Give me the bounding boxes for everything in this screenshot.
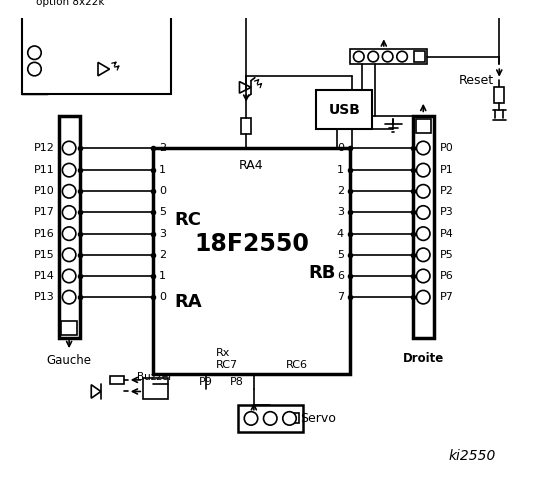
Text: 7: 7 [337,292,344,302]
Text: P14: P14 [34,271,55,281]
Text: option 8x22k: option 8x22k [36,0,105,7]
Text: P1: P1 [440,165,453,175]
Circle shape [416,141,430,155]
Text: 5: 5 [337,250,344,260]
Text: 1: 1 [159,271,166,281]
Text: USB: USB [328,103,361,117]
Circle shape [416,227,430,240]
Text: 0: 0 [159,292,166,302]
Circle shape [368,51,378,62]
Text: 1: 1 [159,165,166,175]
Circle shape [62,290,76,304]
Text: 2: 2 [337,186,344,196]
Text: Rx: Rx [215,348,229,358]
Circle shape [416,248,430,262]
Circle shape [264,412,277,425]
Text: Droite: Droite [403,352,444,365]
Text: Gauche: Gauche [46,354,92,367]
Text: P17: P17 [34,207,55,217]
Circle shape [382,51,393,62]
Bar [94,23,104,38]
Text: P0: P0 [440,143,453,153]
Text: 0: 0 [159,186,166,196]
Text: 4: 4 [337,228,344,239]
Circle shape [62,185,76,198]
Circle shape [416,290,430,304]
Text: ki2550: ki2550 [448,449,496,463]
Circle shape [416,206,430,219]
Bar [22,0,171,94]
Circle shape [353,51,364,62]
Text: P13: P13 [34,292,55,302]
Bar [494,87,504,103]
Text: Servo: Servo [300,412,336,425]
Text: P3: P3 [440,207,453,217]
Text: P16: P16 [34,228,55,239]
Text: P5: P5 [440,250,453,260]
Bar [238,405,303,432]
Text: 0: 0 [337,143,344,153]
Circle shape [62,248,76,262]
Text: RC6: RC6 [286,360,308,370]
Text: P12: P12 [34,143,55,153]
Text: 2: 2 [159,143,166,153]
Circle shape [397,51,408,62]
Bar [413,116,434,337]
Bar [241,118,251,133]
Bar [289,413,299,423]
Text: 5: 5 [159,207,166,217]
Circle shape [416,185,430,198]
Text: 1: 1 [337,165,344,175]
Text: P11: P11 [34,165,55,175]
Text: RC: RC [174,211,201,229]
Circle shape [416,269,430,283]
Text: Buzzer: Buzzer [137,372,173,382]
Text: 3: 3 [159,228,166,239]
Text: P10: P10 [34,186,55,196]
Bar [350,49,427,64]
Circle shape [62,227,76,240]
Circle shape [28,62,41,76]
Bar [414,51,425,62]
Text: P8: P8 [229,377,243,387]
Circle shape [62,163,76,177]
Bar [316,90,372,129]
Text: P15: P15 [34,250,55,260]
Bar [27,76,42,89]
Bar [109,376,124,384]
Circle shape [416,163,430,177]
Text: RA: RA [174,293,202,311]
Bar [153,148,350,374]
Bar [61,321,77,335]
Text: P6: P6 [440,271,453,281]
Text: Reset: Reset [458,74,494,87]
Circle shape [283,412,296,425]
Text: P9: P9 [199,377,213,387]
Text: 6: 6 [337,271,344,281]
Circle shape [28,46,41,60]
Text: P7: P7 [440,292,453,302]
Bar [23,40,46,93]
Text: 2: 2 [159,250,166,260]
Text: 18F2550: 18F2550 [194,232,309,256]
Circle shape [62,141,76,155]
Bar [59,116,80,337]
Text: RB: RB [309,264,336,282]
Text: RC7: RC7 [215,360,238,370]
Circle shape [62,269,76,283]
Text: RA4: RA4 [239,159,264,172]
Text: 3: 3 [337,207,344,217]
Bar [143,378,168,399]
Text: P4: P4 [440,228,453,239]
Bar [415,119,431,132]
Circle shape [244,412,258,425]
Text: P2: P2 [440,186,453,196]
Circle shape [62,206,76,219]
